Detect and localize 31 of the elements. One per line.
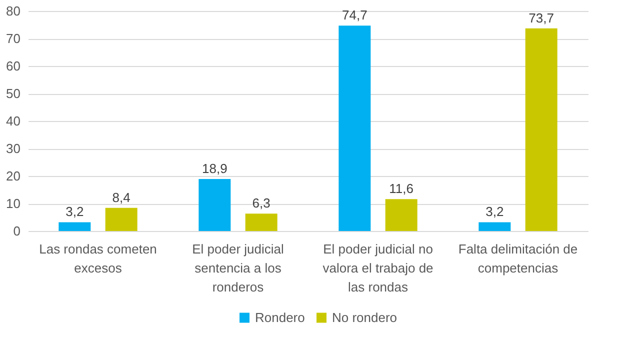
legend-label: Rondero	[255, 310, 305, 325]
data-label: 3,2	[486, 204, 504, 220]
data-label: 6,3	[252, 196, 270, 211]
y-tick-label: 10	[6, 196, 20, 211]
data-label: 8,4	[112, 190, 130, 205]
y-tick-label: 30	[6, 141, 20, 156]
bar	[338, 26, 371, 231]
data-label: 73,7	[528, 10, 554, 26]
data-label: 18,9	[202, 161, 228, 176]
bar	[478, 222, 511, 231]
y-tick-label: 20	[6, 168, 20, 184]
x-tick-label: Falta delimitación de competencias	[458, 242, 578, 276]
y-tick-label: 60	[6, 58, 20, 74]
bar	[245, 214, 278, 231]
bar	[58, 222, 91, 231]
data-label: 3,2	[66, 204, 84, 220]
x-tick-label: Las rondas cometen excesos	[39, 242, 157, 276]
y-tick-label: 0	[13, 224, 20, 238]
x-tick-label: El poder judicial no valora el trabajo de las rondas	[322, 242, 434, 294]
legend-label: No rondero	[332, 310, 398, 325]
bar	[105, 208, 138, 231]
y-tick-label: 50	[6, 86, 20, 101]
y-tick-label: 40	[6, 114, 20, 128]
y-tick-label: 70	[6, 31, 20, 46]
bar	[198, 179, 231, 231]
bar	[385, 199, 418, 231]
data-label: 11,6	[389, 181, 414, 196]
data-label: 74,7	[342, 8, 368, 23]
x-tick-label: El poder judicial sentencia a los ronderos	[192, 242, 284, 294]
bar	[525, 28, 558, 231]
y-tick-label: 80	[6, 4, 20, 18]
